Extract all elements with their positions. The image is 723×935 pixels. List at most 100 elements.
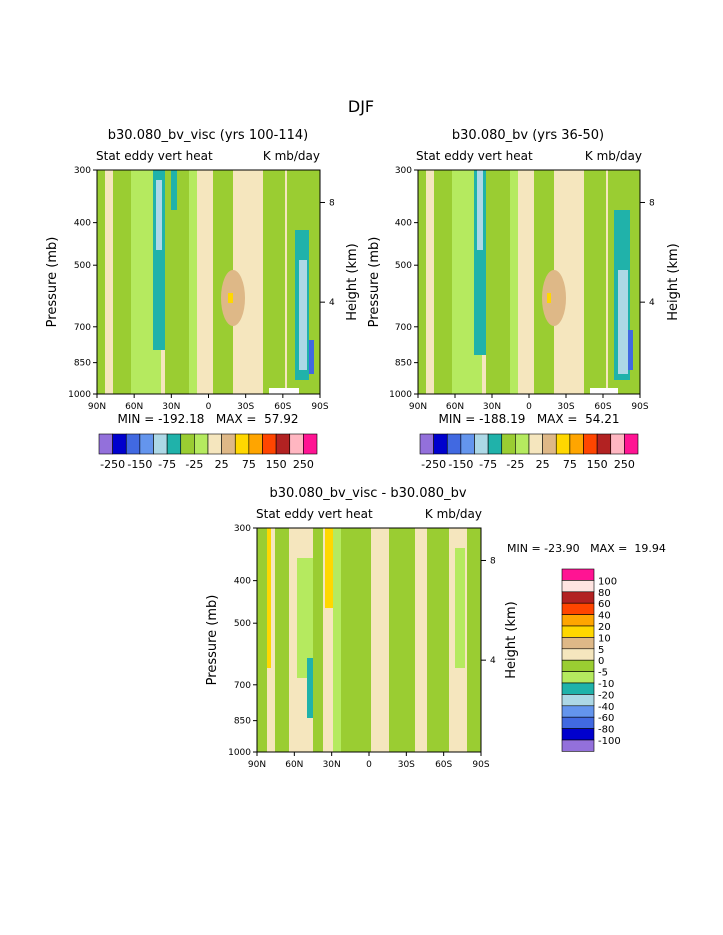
panel-2-axes: 90N 60N 30N 0 30S 60S 90S 300 400 500 700 850 1000 8 4 [389,166,655,412]
panel-2-title: b30.080_bv (yrs 36-50) [452,128,604,143]
colorbar-swatch [153,433,168,455]
panel-3-band-yellow-2 [325,528,333,608]
colorbar-swatch [561,694,595,707]
colorbar-swatch [487,433,503,455]
panel-2-ylabel-right: Height (km) [666,243,681,320]
y-tick-label: 500 [74,261,91,271]
colorbar-label: 75 [242,458,256,471]
y-tick-label: 400 [74,219,91,229]
panel-3-band-lightgreen-2 [333,528,341,752]
panel-2-plot [417,169,641,395]
colorbar-label: -60 [598,713,614,724]
x-tick-label: 30N [323,760,341,770]
colorbar-swatch [561,716,595,729]
colorbar-swatch [460,433,475,455]
panel-3-subtitle-left: Stat eddy vert heat [256,507,373,521]
colorbar-swatch [446,433,462,455]
panel-3-band-lightgreen-3 [455,548,465,668]
panel-3-band-green-7 [467,528,481,752]
y-tick-label: 500 [234,619,251,629]
panel-2-band-lightblue-2 [618,270,628,374]
colorbar-label: 60 [598,599,611,610]
y-tick-label: 300 [395,166,412,176]
colorbar-swatch [234,433,250,455]
y-right-tick-label: 4 [329,298,335,308]
colorbar-swatch [166,433,182,455]
colorbar-label: 150 [266,458,287,471]
colorbar-swatch [561,682,595,695]
colorbar-label: -10 [598,679,614,690]
x-tick-label: 60S [594,402,611,412]
panel-3-title: b30.080_bv_visc - b30.080_bv [269,486,466,501]
x-tick-label: 0 [206,402,212,412]
colorbar-swatch [303,433,318,455]
y-tick-label: 1000 [389,390,412,400]
colorbar-label: -25 [506,458,524,471]
colorbar-swatch [433,433,448,455]
y-right-tick-label: 8 [329,198,335,208]
x-tick-label: 90S [472,760,489,770]
x-tick-label: 90N [248,760,266,770]
y-tick-label: 400 [234,577,251,587]
panel-1-axes: 90N 60N 30N 0 30S 60S 90S 300 400 500 700 850 1000 8 4 [68,166,335,412]
colorbar-swatch [561,580,595,593]
panel-3-band-teal-1 [307,658,313,718]
colorbar-swatch [596,433,612,455]
colorbar-label: 40 [598,611,611,622]
panel-3-band-lightgreen-1 [297,558,313,678]
colorbar-swatch [248,433,263,455]
panel-2-subtitle-right: K mb/day [585,149,642,163]
colorbar-swatch [610,433,625,455]
y-tick-label: 1000 [68,390,91,400]
x-tick-label: 60S [435,760,452,770]
y-right-tick-label: 8 [649,198,655,208]
y-tick-label: 850 [395,359,412,369]
colorbar-label: 5 [598,645,604,656]
x-tick-label: 90N [88,402,106,412]
panel-3-band-green-3 [313,528,323,752]
x-tick-label: 0 [526,402,532,412]
panel-3-band-green-2 [275,528,289,752]
colorbar-swatch [139,433,154,455]
colorbar-swatch [561,602,595,615]
colorbar-swatch [561,648,595,661]
colorbar-label: -40 [598,702,614,713]
panel-3-band-green-5 [389,528,415,752]
x-tick-label: 90S [631,402,648,412]
colorbar-swatch [583,433,598,455]
colorbar-swatch [419,433,434,455]
panel-1-band-teal-2 [171,170,177,210]
y-right-tick-label: 4 [490,656,496,666]
panel-3: b30.080_bv_visc - b30.080_bv Stat eddy v… [205,486,666,770]
colorbar-swatch [569,433,584,455]
panel-1-stats: MIN = -192.18 MAX = 57.92 [118,412,299,426]
colorbar-label: 0 [598,656,604,667]
panel-2-ylabel: Pressure (mb) [367,237,382,328]
panel-1-band-green-1 [97,170,105,394]
panel-1: b30.080_bv_visc (yrs 100-114) Stat eddy … [45,128,360,471]
y-tick-label: 1000 [228,748,251,758]
x-tick-label: 30S [557,402,574,412]
y-tick-label: 700 [74,323,91,333]
panel-1-plot [96,169,321,395]
panel-2-band-green-3 [486,170,510,394]
panel-2-band-green-2 [434,170,452,394]
y-tick-label: 300 [234,524,251,534]
colorbar-swatch [207,433,222,455]
panel-2-band-lightgreen-2 [510,170,518,394]
panel-3-band-yellow-1 [267,528,271,668]
colorbar-swatch [501,433,516,455]
panel-3-ylabel-right: Height (km) [504,601,519,678]
colorbar-label: 100 [598,576,617,587]
x-tick-label: 60N [446,402,464,412]
colorbar-swatch [98,433,113,455]
x-tick-label: 60N [125,402,143,412]
panel-1-band-lightblue-1 [156,180,162,250]
x-tick-label: 30S [237,402,254,412]
x-tick-label: 0 [366,760,372,770]
colorbar-swatch [221,433,236,455]
colorbar-label: -150 [448,458,473,471]
page-title: DJF [348,97,374,116]
